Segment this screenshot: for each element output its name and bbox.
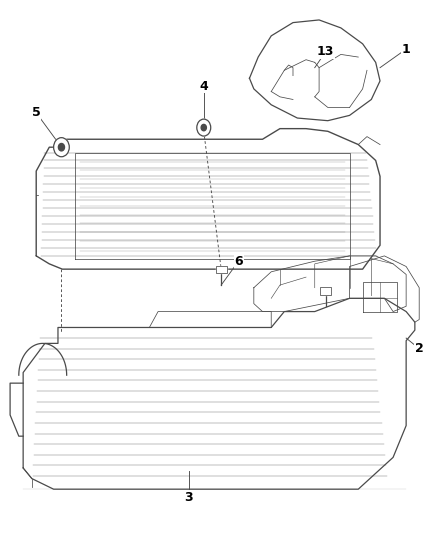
Bar <box>215 266 227 273</box>
Bar <box>320 287 331 295</box>
Text: 4: 4 <box>199 80 208 93</box>
Circle shape <box>201 124 206 131</box>
Text: 6: 6 <box>234 255 243 268</box>
Text: 5: 5 <box>32 106 41 119</box>
Bar <box>320 287 331 295</box>
Text: 1: 1 <box>402 43 410 55</box>
Text: 3: 3 <box>184 491 193 504</box>
Circle shape <box>197 119 211 136</box>
Circle shape <box>53 138 69 157</box>
Text: 13: 13 <box>317 45 334 58</box>
Text: 2: 2 <box>415 342 424 355</box>
Circle shape <box>58 143 64 151</box>
Bar <box>215 266 227 273</box>
